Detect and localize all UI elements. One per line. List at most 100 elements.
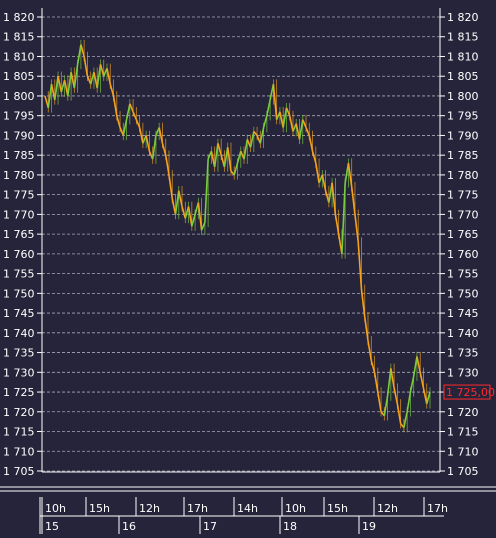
price-segment xyxy=(236,151,242,164)
price-segment xyxy=(295,123,301,140)
time-axis: 10h 15h 12h 17h 14h 10h 15h 12h 17h 15 16 17 18 19 xyxy=(0,486,496,534)
price-segment xyxy=(288,115,294,132)
price-segment xyxy=(272,84,278,120)
price-segment xyxy=(220,154,226,168)
price-segment xyxy=(425,391,431,405)
price-segment xyxy=(83,56,89,77)
price-segment xyxy=(184,206,190,219)
price-segment xyxy=(253,130,258,136)
y-tick-label-right: 1 780 xyxy=(447,169,479,182)
price-segment xyxy=(363,316,369,341)
price-segment xyxy=(331,182,337,215)
price-segment xyxy=(96,64,102,89)
axis-layer: 1 820 1 820 1 815 1 815 1 810 1 810 1 805 1 805… xyxy=(3,8,495,478)
price-segment xyxy=(106,68,112,85)
y-tick-label-right: 1 775 xyxy=(447,189,479,202)
price-segment xyxy=(132,111,138,120)
time-label: 17h xyxy=(187,502,208,515)
price-segment xyxy=(204,159,209,223)
price-segment xyxy=(262,115,268,128)
price-segment xyxy=(386,368,392,397)
y-tick-label-left: 1 760 xyxy=(3,248,35,261)
y-tick-label-right: 1 750 xyxy=(447,287,479,300)
time-label: 15h xyxy=(327,502,348,515)
price-segment xyxy=(129,103,134,113)
day-label: 18 xyxy=(283,520,297,533)
price-segment xyxy=(168,174,174,199)
price-segment xyxy=(44,95,50,109)
price-segment xyxy=(210,151,216,168)
price-segment xyxy=(217,143,222,156)
y-tick-label-right: 1 795 xyxy=(447,110,479,123)
y-tick-label-left: 1 785 xyxy=(3,149,35,162)
y-tick-label-right: 1 730 xyxy=(447,366,479,379)
price-segment xyxy=(377,391,382,412)
y-tick-label-left: 1 800 xyxy=(3,90,35,103)
y-tick-label-left: 1 745 xyxy=(3,307,35,320)
price-segment xyxy=(109,83,115,97)
price-segment xyxy=(191,214,196,227)
price-segment xyxy=(89,72,95,85)
day-label: 16 xyxy=(122,520,136,533)
y-tick-label-left: 1 725 xyxy=(3,386,35,399)
price-segment xyxy=(354,214,360,243)
price-segment xyxy=(60,79,66,93)
price-segment xyxy=(311,151,317,164)
y-tick-label-left: 1 780 xyxy=(3,169,35,182)
y-tick-label-right: 1 820 xyxy=(447,11,479,24)
price-segment xyxy=(63,80,69,97)
price-segment xyxy=(249,131,255,148)
price-segment xyxy=(321,174,327,191)
y-tick-label-left: 1 740 xyxy=(3,327,35,340)
price-segment xyxy=(373,372,379,393)
y-tick-label-right: 1 745 xyxy=(447,307,479,320)
time-label: 17h xyxy=(427,502,448,515)
price-segment xyxy=(357,241,363,290)
price-segment xyxy=(122,119,128,136)
price-segment xyxy=(370,360,376,373)
price-segment xyxy=(298,119,304,140)
y-tick-label-left: 1 770 xyxy=(3,208,35,221)
price-segment xyxy=(367,340,373,361)
y-tick-label-left: 1 805 xyxy=(3,70,35,83)
price-segment xyxy=(135,119,141,128)
price-segment xyxy=(308,135,314,152)
price-segment xyxy=(390,368,395,389)
y-tick-label-right: 1 740 xyxy=(447,327,479,340)
price-segment xyxy=(70,72,76,89)
price-segment xyxy=(422,387,428,405)
price-segment xyxy=(80,44,85,57)
price-segment xyxy=(67,72,72,97)
y-tick-label-left: 1 820 xyxy=(3,11,35,24)
y-tick-label-right: 1 735 xyxy=(447,347,479,360)
y-tick-label-left: 1 705 xyxy=(3,465,35,478)
time-label: 12h xyxy=(377,502,398,515)
y-tick-label-right: 1 815 xyxy=(447,31,479,44)
price-segment xyxy=(305,127,311,136)
day-label: 15 xyxy=(45,520,59,533)
price-segment xyxy=(151,135,157,160)
y-tick-label-right: 1 705 xyxy=(447,465,479,478)
price-segment xyxy=(197,202,203,231)
y-tick-label-right: 1 770 xyxy=(447,208,479,221)
price-segment xyxy=(187,206,193,227)
price-segment xyxy=(279,111,284,128)
price-segment xyxy=(266,99,271,116)
price-segment xyxy=(412,356,418,377)
day-label: 19 xyxy=(362,520,376,533)
time-label: 12h xyxy=(139,502,160,515)
time-label: 14h xyxy=(237,502,258,515)
price-segment xyxy=(223,147,229,168)
price-segment xyxy=(419,372,425,389)
price-segment xyxy=(73,64,79,89)
price-segment xyxy=(116,115,121,128)
y-tick-label-left: 1 765 xyxy=(3,228,35,241)
price-segment xyxy=(181,206,187,219)
price-segment xyxy=(200,221,206,231)
y-tick-label-left: 1 730 xyxy=(3,366,35,379)
y-tick-label-left: 1 790 xyxy=(3,129,35,142)
last-price-box xyxy=(443,384,491,400)
price-segment xyxy=(125,103,131,120)
